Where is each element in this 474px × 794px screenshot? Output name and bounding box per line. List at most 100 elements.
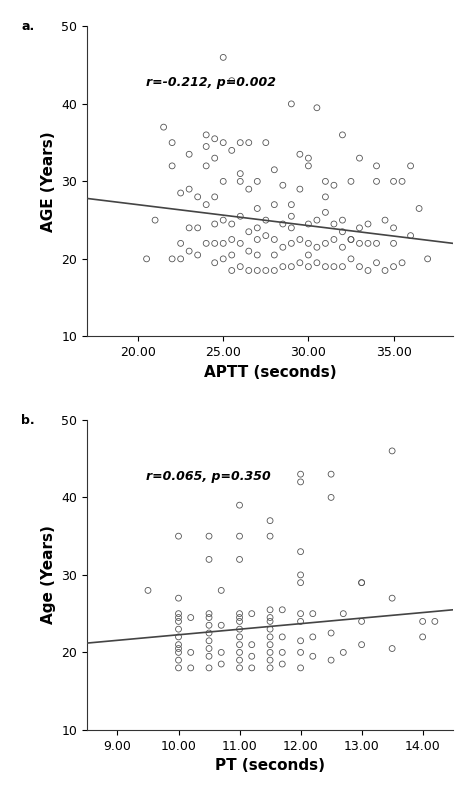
Point [266, 646, 274, 659]
Point [356, 237, 363, 250]
Point [211, 152, 219, 164]
Point [288, 222, 295, 234]
Point [175, 611, 182, 624]
Point [266, 611, 274, 624]
Point [185, 148, 193, 160]
Point [236, 553, 243, 566]
Point [297, 646, 304, 659]
Point [373, 160, 380, 172]
Point [297, 634, 304, 647]
Point [424, 252, 431, 265]
Point [175, 642, 182, 655]
Point [228, 233, 236, 246]
Point [390, 237, 397, 250]
Point [328, 653, 335, 666]
Point [381, 264, 389, 277]
Point [313, 256, 321, 269]
Point [236, 615, 243, 628]
Point [211, 237, 219, 250]
Point [205, 607, 213, 620]
Point [202, 141, 210, 153]
Point [297, 569, 304, 581]
Point [415, 202, 423, 215]
Point [297, 615, 304, 628]
Point [228, 144, 236, 156]
Y-axis label: AGE (Years): AGE (Years) [41, 131, 55, 232]
Point [398, 256, 406, 269]
Point [266, 515, 274, 527]
Point [202, 129, 210, 141]
Point [271, 198, 278, 211]
Point [271, 233, 278, 246]
Point [381, 214, 389, 226]
Point [218, 619, 225, 631]
Point [219, 51, 227, 64]
Point [262, 264, 270, 277]
Point [248, 661, 255, 674]
Point [236, 530, 243, 542]
Point [288, 210, 295, 222]
Point [205, 553, 213, 566]
Point [305, 249, 312, 261]
Point [390, 260, 397, 273]
Point [254, 233, 261, 246]
Text: a.: a. [21, 20, 34, 33]
Point [322, 260, 329, 273]
Point [194, 191, 201, 203]
Point [338, 214, 346, 226]
Point [364, 264, 372, 277]
Point [237, 175, 244, 187]
Point [338, 260, 346, 273]
Point [347, 175, 355, 187]
Point [168, 252, 176, 265]
Point [271, 264, 278, 277]
Point [218, 584, 225, 597]
Point [202, 237, 210, 250]
Point [177, 237, 184, 250]
Point [237, 168, 244, 180]
Point [237, 137, 244, 149]
Point [297, 661, 304, 674]
Point [187, 646, 194, 659]
Point [245, 245, 253, 257]
Point [322, 206, 329, 218]
Point [419, 615, 427, 628]
Point [175, 530, 182, 542]
Point [151, 214, 159, 226]
Point [236, 653, 243, 666]
Point [358, 638, 365, 651]
Point [236, 499, 243, 511]
Point [254, 249, 261, 261]
Point [388, 642, 396, 655]
Point [236, 607, 243, 620]
Point [330, 179, 338, 191]
Point [388, 592, 396, 604]
Point [358, 615, 365, 628]
Point [288, 237, 295, 250]
Point [313, 241, 321, 253]
Point [228, 264, 236, 277]
Point [364, 218, 372, 230]
Point [296, 148, 304, 160]
Point [279, 657, 286, 670]
Point [279, 630, 286, 643]
Point [305, 160, 312, 172]
Point [228, 249, 236, 261]
Point [266, 530, 274, 542]
Point [305, 152, 312, 164]
Point [236, 646, 243, 659]
Point [254, 175, 261, 187]
Point [185, 183, 193, 195]
Point [347, 233, 355, 246]
Point [185, 245, 193, 257]
Point [205, 530, 213, 542]
Point [390, 222, 397, 234]
Point [266, 622, 274, 635]
Point [297, 576, 304, 589]
Point [205, 634, 213, 647]
Point [245, 264, 253, 277]
Point [288, 198, 295, 211]
Point [236, 611, 243, 624]
X-axis label: APTT (seconds): APTT (seconds) [204, 364, 337, 380]
Point [205, 626, 213, 639]
